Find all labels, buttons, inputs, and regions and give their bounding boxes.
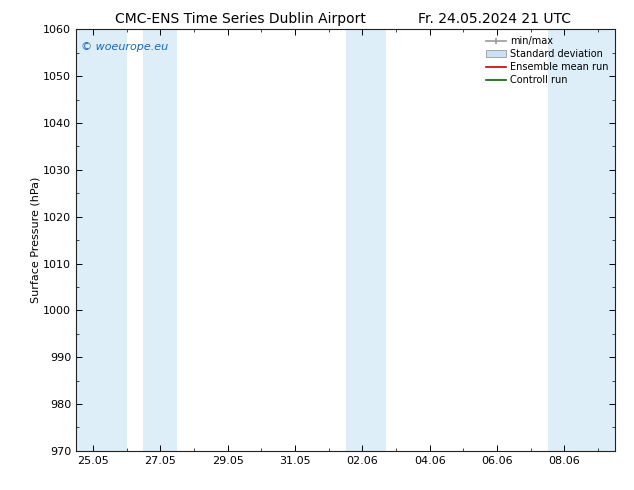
Bar <box>346 29 386 451</box>
Legend: min/max, Standard deviation, Ensemble mean run, Controll run: min/max, Standard deviation, Ensemble me… <box>482 32 612 89</box>
Bar <box>548 29 615 451</box>
Text: CMC-ENS Time Series Dublin Airport: CMC-ENS Time Series Dublin Airport <box>115 12 366 26</box>
Y-axis label: Surface Pressure (hPa): Surface Pressure (hPa) <box>30 177 41 303</box>
Text: © woeurope.eu: © woeurope.eu <box>81 42 169 52</box>
Bar <box>143 29 177 451</box>
Bar <box>76 29 127 451</box>
Text: Fr. 24.05.2024 21 UTC: Fr. 24.05.2024 21 UTC <box>418 12 571 26</box>
